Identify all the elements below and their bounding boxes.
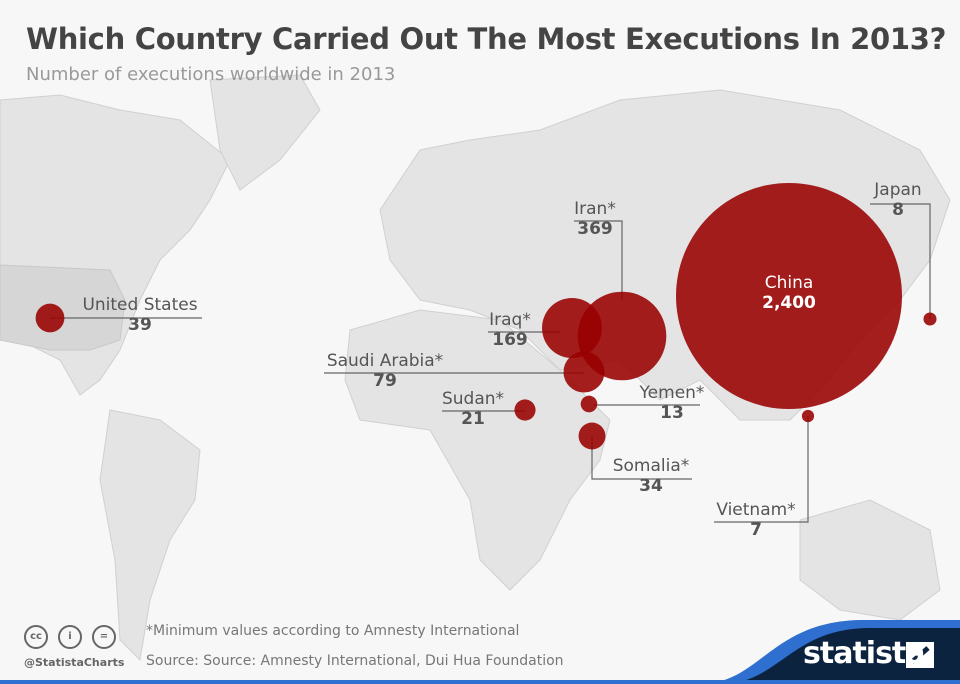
leader-line-somalia xyxy=(591,436,692,480)
no-derivatives-icon[interactable]: = xyxy=(92,625,116,649)
label-sudan: Sudan* 21 xyxy=(403,389,543,429)
bubble-iran xyxy=(577,291,667,381)
label-iran: Iran* 369 xyxy=(525,199,665,239)
label-united-states: United States 39 xyxy=(70,295,210,335)
execution-count: 21 xyxy=(461,408,485,429)
label-iraq: Iraq* 169 xyxy=(440,310,580,350)
label-china: China 2,400 xyxy=(719,273,859,313)
execution-count: 169 xyxy=(492,329,528,350)
country-name: Vietnam* xyxy=(716,500,796,520)
label-yemen: Yemen* 13 xyxy=(602,383,742,423)
execution-count: 8 xyxy=(892,199,904,220)
bubble-somalia xyxy=(578,422,606,450)
footnote: *Minimum values according to Amnesty Int… xyxy=(146,623,520,639)
execution-count: 7 xyxy=(750,519,762,540)
label-vietnam: Vietnam* 7 xyxy=(686,500,826,540)
chart-subtitle: Number of executions worldwide in 2013 xyxy=(26,64,396,85)
creative-commons-icon[interactable]: cc xyxy=(24,625,48,649)
bubble-china xyxy=(676,183,902,409)
country-name: Japan xyxy=(874,180,922,200)
execution-count: 2,400 xyxy=(762,292,816,313)
bubble-vietnam xyxy=(801,409,815,423)
bubble-saudi-arabia xyxy=(563,351,605,393)
country-name: Saudi Arabia* xyxy=(326,351,444,371)
label-saudi-arabia: Saudi Arabia* 79 xyxy=(315,351,455,391)
bubble-united-states xyxy=(35,303,65,333)
north-america xyxy=(0,94,231,396)
execution-count: 13 xyxy=(660,402,684,423)
execution-count: 34 xyxy=(639,475,663,496)
chart-title: Which Country Carried Out The Most Execu… xyxy=(26,22,947,56)
bubble-yemen xyxy=(580,395,598,413)
bubble-sudan xyxy=(514,399,536,421)
execution-count: 39 xyxy=(128,314,152,335)
greenland xyxy=(209,74,321,191)
country-name: Iraq* xyxy=(489,310,531,330)
country-name: Somalia* xyxy=(612,456,690,476)
leader-line-vietnam xyxy=(714,416,809,523)
country-name: United States xyxy=(82,295,198,315)
execution-count: 369 xyxy=(577,218,613,239)
bubble-japan xyxy=(923,312,937,326)
africa xyxy=(344,309,611,591)
source-note: Source: Source: Amnesty International, D… xyxy=(146,653,564,669)
leader-line-japan xyxy=(870,203,931,319)
attribution-icon[interactable]: i xyxy=(58,625,82,649)
bubble-iraq xyxy=(542,298,602,358)
country-name: Sudan* xyxy=(441,389,505,409)
usa-highlight xyxy=(0,264,126,351)
label-somalia: Somalia* 34 xyxy=(581,456,721,496)
country-name: China xyxy=(764,273,814,293)
statista-logo[interactable]: statista xyxy=(803,636,926,671)
label-japan: Japan 8 xyxy=(828,180,960,220)
execution-count: 79 xyxy=(373,370,397,391)
australia xyxy=(799,499,941,621)
country-name: Iran* xyxy=(574,199,616,219)
leader-line-iran xyxy=(574,220,623,300)
twitter-handle[interactable]: @StatistaCharts xyxy=(24,656,125,669)
country-name: Yemen* xyxy=(639,383,705,403)
south-america xyxy=(99,409,201,662)
